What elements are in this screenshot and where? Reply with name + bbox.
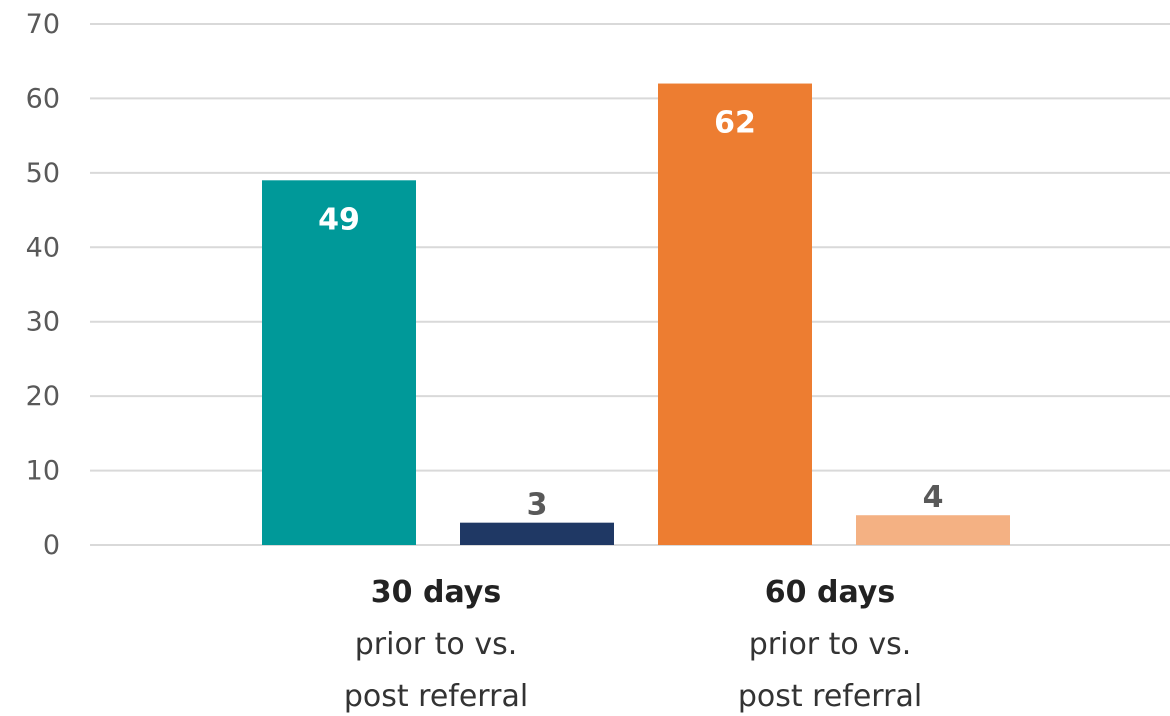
category-label-line: post referral: [344, 679, 528, 714]
bar: [262, 180, 416, 546]
bar-value-label: 62: [714, 106, 756, 141]
category-label-bold: 60 days: [765, 575, 895, 610]
gridlines: [90, 23, 1170, 546]
category-label-line: post referral: [738, 679, 922, 714]
bar: [460, 522, 614, 545]
category-label-bold: 30 days: [371, 575, 501, 610]
bar: [658, 83, 812, 546]
x-axis-categories: 30 days prior to vs. post referral 60 days p…: [344, 575, 922, 714]
bar-value-label: 3: [527, 488, 548, 523]
y-tick-label: 30: [26, 307, 60, 338]
bar: [856, 515, 1010, 545]
y-tick-label: 0: [43, 530, 60, 561]
bar-value-label: 4: [923, 480, 944, 515]
y-tick-label: 40: [26, 232, 60, 263]
y-tick-label: 10: [26, 456, 60, 487]
bar-value-label: 49: [318, 202, 360, 237]
y-tick-label: 20: [26, 381, 60, 412]
bar-value-labels: 49 3 62 4: [318, 106, 943, 523]
category-label-line: prior to vs.: [749, 627, 912, 662]
y-tick-label: 60: [26, 83, 60, 114]
y-tick-label: 50: [26, 158, 60, 189]
bars: [262, 83, 1010, 546]
y-tick-label: 70: [26, 9, 60, 40]
y-axis-ticks: 0 10 20 30 40 50 60 70: [26, 9, 60, 561]
category-label-line: prior to vs.: [355, 627, 518, 662]
